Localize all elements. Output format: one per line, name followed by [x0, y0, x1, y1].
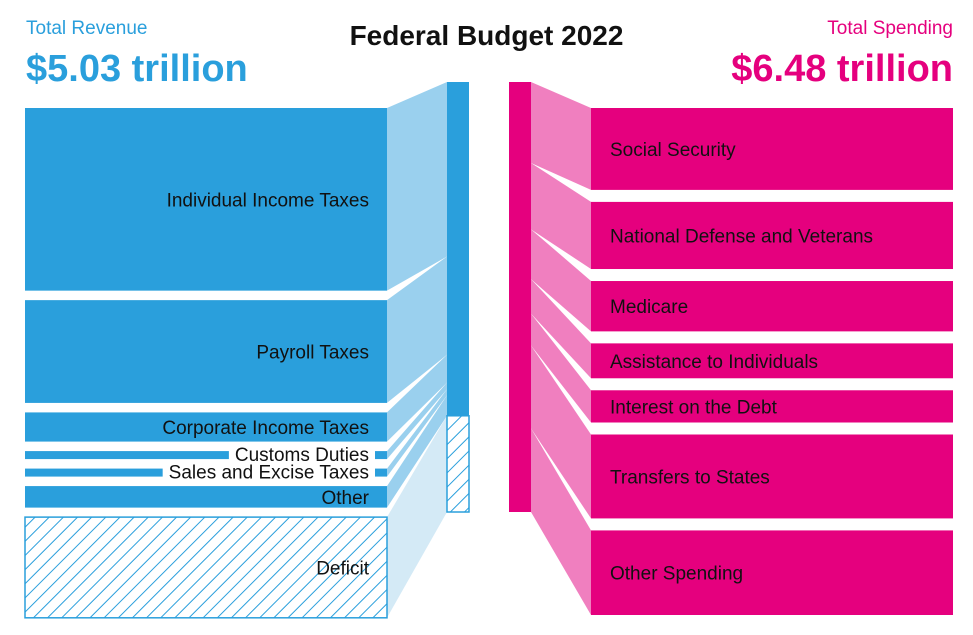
flow-national-defense-and-veterans	[531, 162, 591, 270]
revenue-block-deficit	[24, 516, 388, 619]
revenue-block-individual-income-taxes	[25, 108, 387, 291]
revenue-label-individual-income-taxes: Individual Income Taxes	[167, 190, 369, 211]
flow-deficit	[387, 415, 447, 618]
flow-other-spending	[531, 428, 591, 615]
spending-label-medicare: Medicare	[610, 297, 688, 318]
spending-block-other-spending	[591, 530, 953, 615]
revenue-block-payroll-taxes	[25, 300, 387, 403]
flow-individual-income-taxes	[387, 82, 447, 291]
revenue-label-other: Other	[321, 488, 369, 509]
deficit-bar	[446, 415, 470, 513]
flow-interest-on-the-debt	[531, 313, 591, 423]
spending-total-bar	[509, 82, 531, 512]
chart-title: Federal Budget 2022	[349, 20, 624, 51]
total-spending-label: Total Spending	[827, 18, 953, 39]
total-spending-value: $6.48 trillion	[731, 48, 953, 90]
spending-block-social-security	[591, 108, 953, 190]
flow-sales-and-excise-taxes	[387, 389, 447, 477]
spending-block-medicare	[591, 281, 953, 332]
flow-social-security	[531, 82, 591, 190]
revenue-block-customs-duties	[25, 451, 387, 460]
flow-payroll-taxes	[387, 256, 447, 403]
spending-block-assistance-to-individuals	[591, 343, 953, 379]
spending-block-interest-on-the-debt	[591, 390, 953, 423]
revenue-label-payroll-taxes: Payroll Taxes	[256, 343, 369, 364]
spending-block-national-defense-and-veterans	[591, 201, 953, 270]
spending-label-assistance-to-individuals: Assistance to Individuals	[610, 352, 818, 373]
flow-corporate-income-taxes	[387, 354, 447, 442]
revenue-label-sales-and-excise-taxes: Sales and Excise Taxes	[169, 463, 369, 484]
total-revenue-value: $5.03 trillion	[26, 48, 248, 90]
spending-label-national-defense-and-veterans: National Defense and Veterans	[610, 226, 873, 247]
revenue-label-corporate-income-taxes: Corporate Income Taxes	[162, 418, 369, 439]
revenue-label-deficit: Deficit	[316, 558, 370, 579]
flow-other	[387, 395, 447, 508]
flow-medicare	[531, 229, 591, 332]
revenue-block-other	[25, 486, 387, 508]
flow-assistance-to-individuals	[531, 279, 591, 379]
revenue-label-customs-duties: Customs Duties	[235, 445, 369, 466]
spending-label-interest-on-the-debt: Interest on the Debt	[610, 397, 778, 418]
revenue-total-bar	[447, 82, 469, 416]
flow-transfers-to-states	[531, 345, 591, 519]
spending-label-other-spending: Other Spending	[610, 564, 743, 585]
revenue-block-corporate-income-taxes	[25, 412, 387, 442]
spending-block-transfers-to-states	[591, 434, 953, 519]
flow-customs-duties	[387, 382, 447, 460]
spending-label-social-security: Social Security	[610, 140, 736, 161]
spending-label-transfers-to-states: Transfers to States	[610, 467, 770, 488]
total-revenue-label: Total Revenue	[26, 18, 148, 39]
